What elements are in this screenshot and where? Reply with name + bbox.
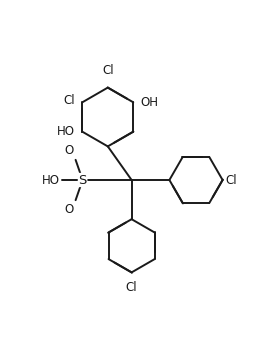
Text: OH: OH [140,96,158,109]
Text: Cl: Cl [102,64,114,77]
Text: Cl: Cl [126,282,137,294]
Text: Cl: Cl [64,94,75,107]
Text: O: O [64,203,73,216]
Text: S: S [78,174,87,186]
Text: HO: HO [42,174,60,186]
Text: HO: HO [57,125,75,138]
Text: Cl: Cl [225,174,237,186]
Text: O: O [64,144,73,157]
